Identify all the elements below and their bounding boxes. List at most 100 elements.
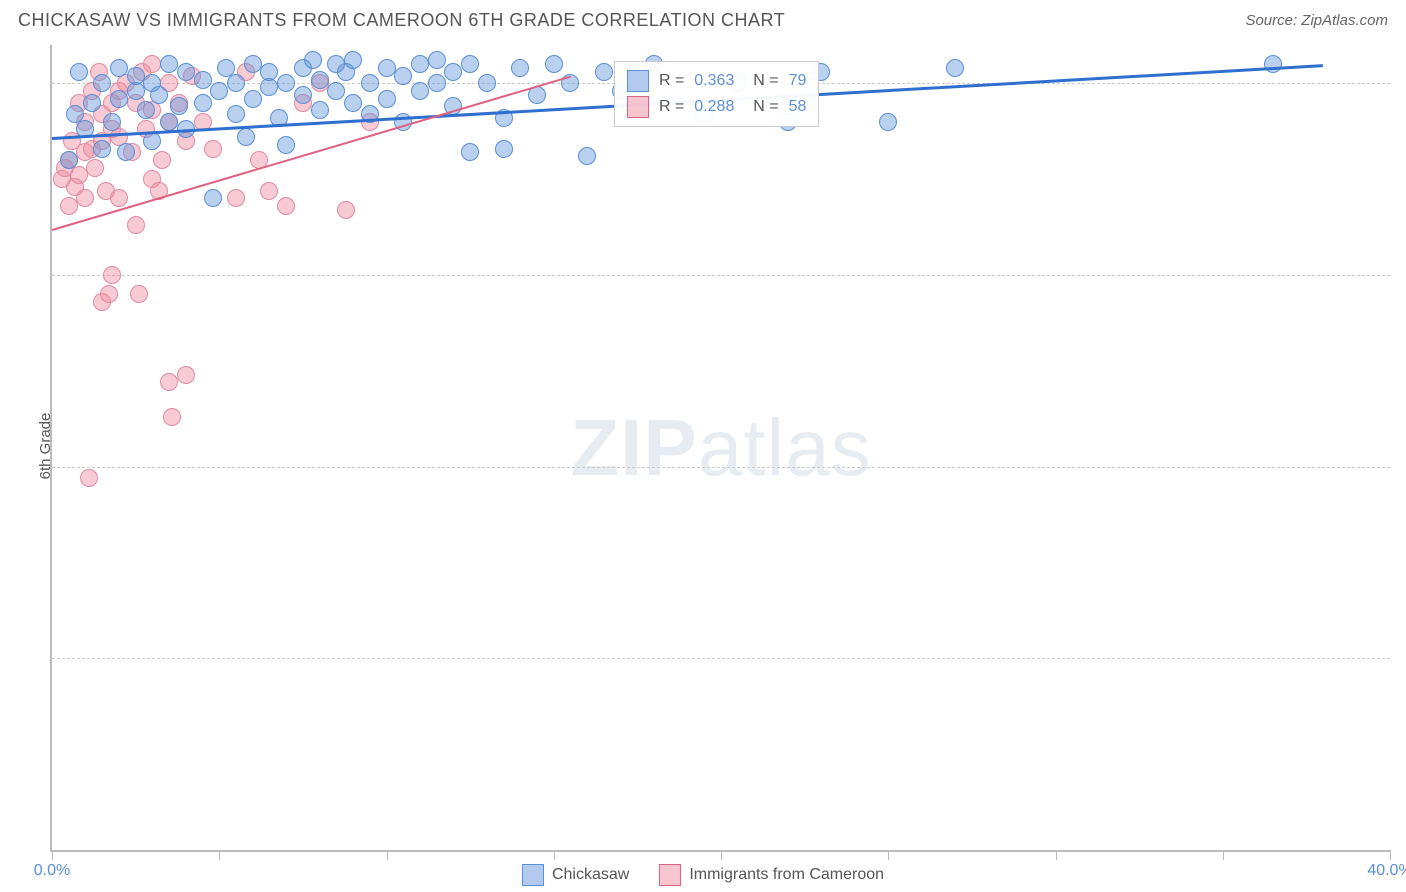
data-point-blue	[378, 59, 396, 77]
data-point-blue	[260, 78, 278, 96]
r-value-pink: 0.288	[694, 98, 734, 116]
data-point-blue	[495, 140, 513, 158]
data-point-blue	[110, 90, 128, 108]
data-point-pink	[277, 197, 295, 215]
data-point-blue	[511, 59, 529, 77]
data-point-blue	[194, 94, 212, 112]
data-point-blue	[244, 55, 262, 73]
data-point-blue	[946, 59, 964, 77]
gridline	[52, 658, 1390, 659]
data-point-blue	[428, 74, 446, 92]
data-point-blue	[160, 113, 178, 131]
legend-item-blue: Chickasaw	[522, 864, 629, 886]
legend-label-blue: Chickasaw	[552, 866, 629, 884]
data-point-blue	[177, 63, 195, 81]
data-point-blue	[160, 55, 178, 73]
x-tick	[387, 850, 388, 860]
data-point-blue	[545, 55, 563, 73]
data-point-blue	[294, 86, 312, 104]
data-point-blue	[70, 63, 88, 81]
data-point-blue	[478, 74, 496, 92]
data-point-blue	[194, 71, 212, 89]
data-point-blue	[444, 63, 462, 81]
x-tick-label: 40.0%	[1367, 862, 1406, 880]
data-point-blue	[394, 67, 412, 85]
data-point-blue	[411, 82, 429, 100]
legend-label-pink: Immigrants from Cameroon	[689, 866, 884, 884]
legend-item-pink: Immigrants from Cameroon	[659, 864, 884, 886]
data-point-blue	[304, 51, 322, 69]
bottom-legend: Chickasaw Immigrants from Cameroon	[522, 864, 884, 886]
scatter-plot-area: ZIPatlas 85.0%90.0%95.0%100.0%0.0%40.0%R…	[50, 45, 1390, 852]
data-point-pink	[204, 140, 222, 158]
data-point-blue	[137, 101, 155, 119]
data-point-pink	[160, 373, 178, 391]
data-point-pink	[143, 55, 161, 73]
stats-swatch-blue	[627, 70, 649, 92]
r-label: R =	[659, 98, 684, 116]
data-point-blue	[170, 97, 188, 115]
data-point-pink	[260, 182, 278, 200]
y-tick-label: 95.0%	[1400, 266, 1406, 284]
data-point-blue	[428, 51, 446, 69]
data-point-pink	[86, 159, 104, 177]
data-point-blue	[344, 51, 362, 69]
data-point-pink	[80, 469, 98, 487]
n-label: N =	[744, 98, 778, 116]
data-point-blue	[127, 67, 145, 85]
data-point-blue	[461, 143, 479, 161]
data-point-pink	[76, 189, 94, 207]
x-tick	[1056, 850, 1057, 860]
data-point-pink	[110, 189, 128, 207]
data-point-blue	[244, 90, 262, 108]
x-tick	[1390, 850, 1391, 860]
y-tick-label: 100.0%	[1400, 74, 1406, 92]
data-point-blue	[578, 147, 596, 165]
data-point-pink	[60, 197, 78, 215]
data-point-pink	[70, 166, 88, 184]
data-point-blue	[277, 74, 295, 92]
legend-swatch-blue	[522, 864, 544, 886]
data-point-blue	[327, 82, 345, 100]
data-point-blue	[110, 59, 128, 77]
n-value-blue: 79	[789, 72, 807, 90]
data-point-blue	[127, 82, 145, 100]
data-point-pink	[177, 366, 195, 384]
x-tick	[1223, 850, 1224, 860]
n-value-pink: 58	[789, 98, 807, 116]
stats-swatch-pink	[627, 96, 649, 118]
gridline	[52, 467, 1390, 468]
gridline	[52, 275, 1390, 276]
y-tick-label: 85.0%	[1400, 649, 1406, 667]
data-point-blue	[1264, 55, 1282, 73]
data-point-blue	[93, 74, 111, 92]
data-point-pink	[103, 266, 121, 284]
data-point-blue	[237, 128, 255, 146]
data-point-blue	[227, 105, 245, 123]
data-point-blue	[277, 136, 295, 154]
x-tick	[888, 850, 889, 860]
data-point-blue	[361, 74, 379, 92]
data-point-pink	[100, 285, 118, 303]
x-tick	[554, 850, 555, 860]
data-point-blue	[150, 86, 168, 104]
x-tick-label: 0.0%	[34, 862, 70, 880]
data-point-blue	[260, 63, 278, 81]
data-point-pink	[163, 408, 181, 426]
data-point-pink	[130, 285, 148, 303]
data-point-pink	[227, 189, 245, 207]
n-label: N =	[744, 72, 778, 90]
x-tick	[219, 850, 220, 860]
data-point-blue	[879, 113, 897, 131]
data-point-blue	[93, 140, 111, 158]
data-point-blue	[311, 71, 329, 89]
data-point-blue	[103, 113, 121, 131]
data-point-blue	[344, 94, 362, 112]
data-point-blue	[83, 94, 101, 112]
data-point-pink	[337, 201, 355, 219]
watermark: ZIPatlas	[570, 402, 871, 494]
data-point-blue	[595, 63, 613, 81]
x-tick	[721, 850, 722, 860]
stats-legend: R =0.363 N =79R =0.288 N =58	[614, 61, 819, 127]
chart-title: CHICKASAW VS IMMIGRANTS FROM CAMEROON 6T…	[18, 10, 785, 31]
